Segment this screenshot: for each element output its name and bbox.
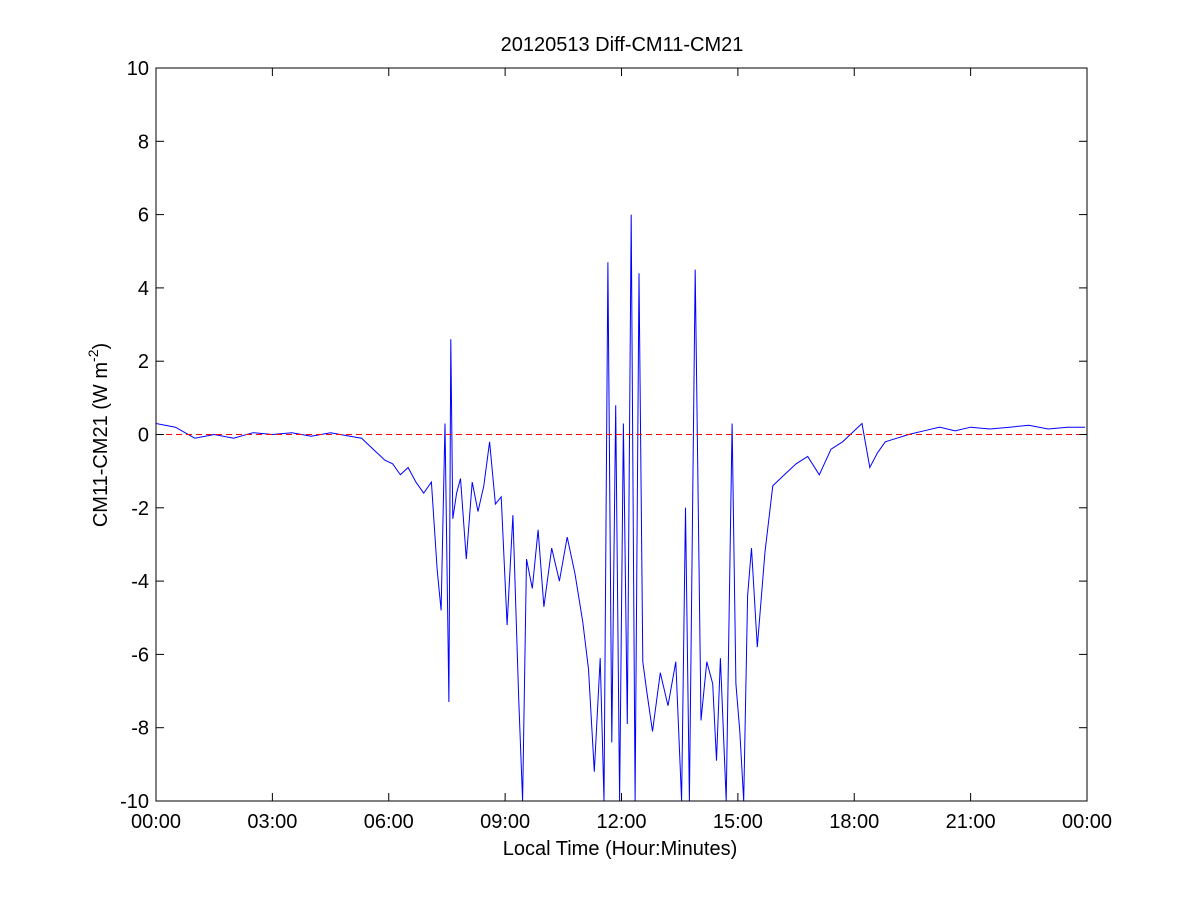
y-tick-label: -6 <box>131 644 149 666</box>
y-axis-label: CM11-CM21 (W m-2) <box>85 343 112 527</box>
x-tick-label: 06:00 <box>364 811 414 833</box>
y-tick-label: 6 <box>138 205 149 227</box>
y-tick-label: 10 <box>127 58 149 80</box>
x-tick-label: 00:00 <box>131 811 181 833</box>
y-axis-label-superscript: -2 <box>85 349 101 362</box>
x-axis: 00:00 03:00 06:00 09:00 12:00 15:00 18:00 21:00… <box>131 68 1112 833</box>
x-axis-label: Local Time (Hour:Minutes) <box>503 838 738 860</box>
x-tick-label: 15:00 <box>713 811 763 833</box>
x-tick-label: 00:00 <box>1062 811 1112 833</box>
x-tick-label: 12:00 <box>596 811 646 833</box>
x-tick-label: 09:00 <box>480 811 530 833</box>
difference-series-line <box>156 214 1086 801</box>
x-tick-label: 03:00 <box>247 811 297 833</box>
y-tick-label: 4 <box>138 278 149 300</box>
y-axis: -10 -8 -6 -4 -2 0 2 4 6 8 10 <box>120 58 1087 813</box>
x-tick-label: 18:00 <box>829 811 879 833</box>
y-tick-label: -2 <box>131 498 149 520</box>
y-tick-label: 8 <box>138 131 149 153</box>
y-axis-label-main: CM11-CM21 (W m <box>90 362 112 527</box>
series-layer <box>156 214 1087 801</box>
y-axis-label-close: ) <box>90 343 112 350</box>
chart-title: 20120513 Diff-CM11-CM21 <box>501 34 744 56</box>
y-tick-label: -4 <box>131 571 149 593</box>
y-tick-label: -10 <box>120 791 149 813</box>
y-tick-label: 0 <box>138 425 149 447</box>
y-tick-label: -8 <box>131 718 149 740</box>
x-tick-label: 21:00 <box>946 811 996 833</box>
y-tick-label: 2 <box>138 351 149 373</box>
